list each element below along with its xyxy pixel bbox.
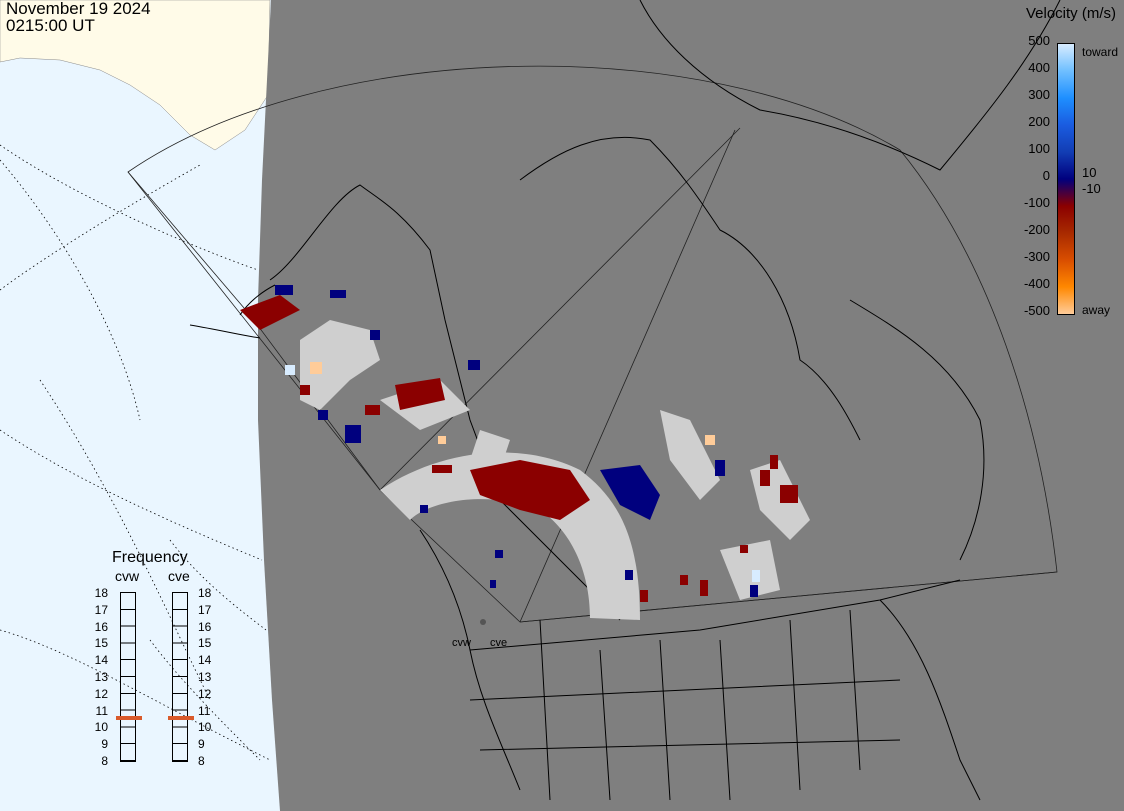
date-label: November 19 2024 — [6, 0, 151, 18]
frequency-tick-label: 12 — [94, 686, 108, 701]
time-label: 0215:00 UT — [6, 16, 95, 35]
radar-name-cve: cve — [168, 568, 190, 584]
colorbar-tick-label: -300 — [1023, 249, 1050, 264]
land-mask — [258, 0, 1124, 811]
frequency-column-cvw — [120, 592, 136, 762]
colorbar-tick-label: -400 — [1023, 276, 1050, 291]
colorbar-tick-label: 500 — [1028, 33, 1050, 48]
radar-name-cvw: cvw — [115, 568, 140, 584]
frequency-marker-cve — [168, 715, 194, 720]
coastlines — [189, 0, 1061, 801]
frequency-tick-label: 8 — [198, 754, 205, 768]
frequency-tick-label: 14 — [94, 653, 108, 668]
frequency-tick-label: 17 — [94, 602, 108, 617]
frequency-tick-label: 13 — [198, 670, 212, 684]
frequency-tick-label: 10 — [94, 720, 108, 735]
frequency-column-cve — [172, 592, 188, 762]
frequency-tick-label: 18 — [94, 586, 108, 600]
colorbar-tick-label: -100 — [1023, 195, 1050, 210]
frequency-tick-label: 10 — [198, 720, 212, 735]
frequency-tick-label: 15 — [94, 636, 108, 651]
frequency-tick-label: 8 — [101, 754, 108, 768]
velocity-away — [240, 295, 798, 602]
frequency-tick-label: 9 — [198, 737, 205, 752]
frequency-tick-label: 13 — [94, 670, 108, 684]
small-negative-label: -10 — [1082, 181, 1101, 196]
velocity-legend-title: Velocity (m/s) — [1025, 5, 1116, 22]
colorbar-tick-label: 400 — [1028, 60, 1050, 75]
colorbar-tick-label: 200 — [1028, 114, 1050, 129]
colorbar-tick-label: -200 — [1023, 222, 1050, 237]
frequency-tick-label: 11 — [198, 703, 211, 718]
away-label: away — [1082, 303, 1111, 317]
velocity-toward — [275, 285, 758, 597]
frequency-marker-cvw — [116, 715, 142, 720]
colorbar-tick-label: -500 — [1023, 303, 1050, 318]
colorbar-tick-label: 300 — [1028, 87, 1050, 102]
frequency-tick-label: 11 — [95, 703, 108, 718]
frequency-tick-label: 12 — [198, 686, 212, 701]
frequency-tick-label: 15 — [198, 636, 212, 651]
frequency-tick-label: 16 — [94, 619, 108, 634]
frequency-title: Frequency — [112, 549, 188, 566]
radar-site-marker — [480, 619, 486, 625]
site-label-cve: cve — [490, 637, 508, 649]
frequency-tick-label: 17 — [198, 602, 212, 617]
site-label-cvw: cvw — [452, 637, 471, 649]
frequency-tick-label: 18 — [198, 586, 212, 600]
velocity-colorbar — [1057, 43, 1075, 315]
colorbar-tick-label: 0 — [1042, 168, 1050, 183]
graticule — [0, 144, 271, 761]
frequency-tick-label: 9 — [101, 737, 108, 752]
velocity-high — [285, 362, 760, 582]
frequency-tick-label: 14 — [198, 653, 212, 668]
colorbar-tick-label: 100 — [1028, 141, 1050, 156]
frequency-tick-label: 16 — [198, 619, 212, 634]
small-positive-label: 10 — [1082, 165, 1097, 180]
toward-label: toward — [1082, 45, 1119, 59]
